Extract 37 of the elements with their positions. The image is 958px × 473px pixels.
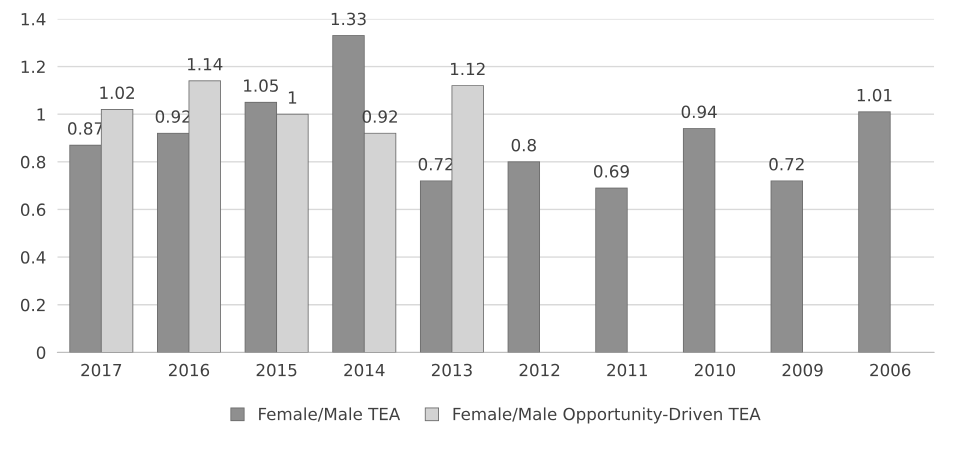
x-tick-label: 2015 (256, 364, 296, 376)
x-tick-label: 2013 (432, 364, 472, 376)
data-label: 0.72 (769, 158, 804, 171)
x-tick-label: 2011 (607, 364, 647, 376)
data-label: 0.87 (68, 122, 103, 135)
y-tick-label: 0.4 (20, 251, 46, 264)
data-label: 1.02 (100, 86, 134, 100)
x-tick-label: 2010 (694, 364, 736, 376)
y-tick-label: 0 (36, 346, 46, 359)
bar (682, 128, 716, 352)
bar (858, 111, 891, 352)
data-label: 1.05 (244, 79, 278, 92)
x-tick-label: 2017 (81, 364, 122, 376)
y-tick-label: 0.6 (20, 203, 46, 216)
y-tick-label: 0.8 (20, 156, 46, 168)
legend-label: Female/Male Opportunity-Driven TEA (454, 407, 761, 424)
data-label: 1 (288, 91, 296, 104)
legend-label: Female/Male TEA (259, 407, 400, 422)
data-label: 1.01 (858, 88, 892, 102)
y-tick-label: 1.4 (22, 13, 46, 26)
data-label: 1.12 (450, 62, 485, 75)
y-tick-label: 1.2 (22, 60, 45, 73)
y-tick-label: 1 (38, 108, 45, 121)
x-tick-label: 2016 (168, 364, 210, 376)
data-label: 0.69 (594, 165, 629, 178)
bar (508, 161, 540, 352)
y-tick-label: 0.2 (20, 298, 45, 312)
data-label: 0.94 (682, 106, 717, 118)
data-label: 1.14 (188, 58, 222, 70)
bar (595, 188, 628, 352)
x-tick-label: 2012 (520, 364, 560, 376)
x-tick-label: 2009 (782, 364, 823, 376)
data-label: 1.33 (332, 12, 366, 26)
data-label: 0.8 (512, 138, 536, 152)
bar (770, 180, 803, 352)
x-tick-label: 2014 (344, 364, 385, 376)
x-tick-label: 2006 (870, 364, 910, 376)
